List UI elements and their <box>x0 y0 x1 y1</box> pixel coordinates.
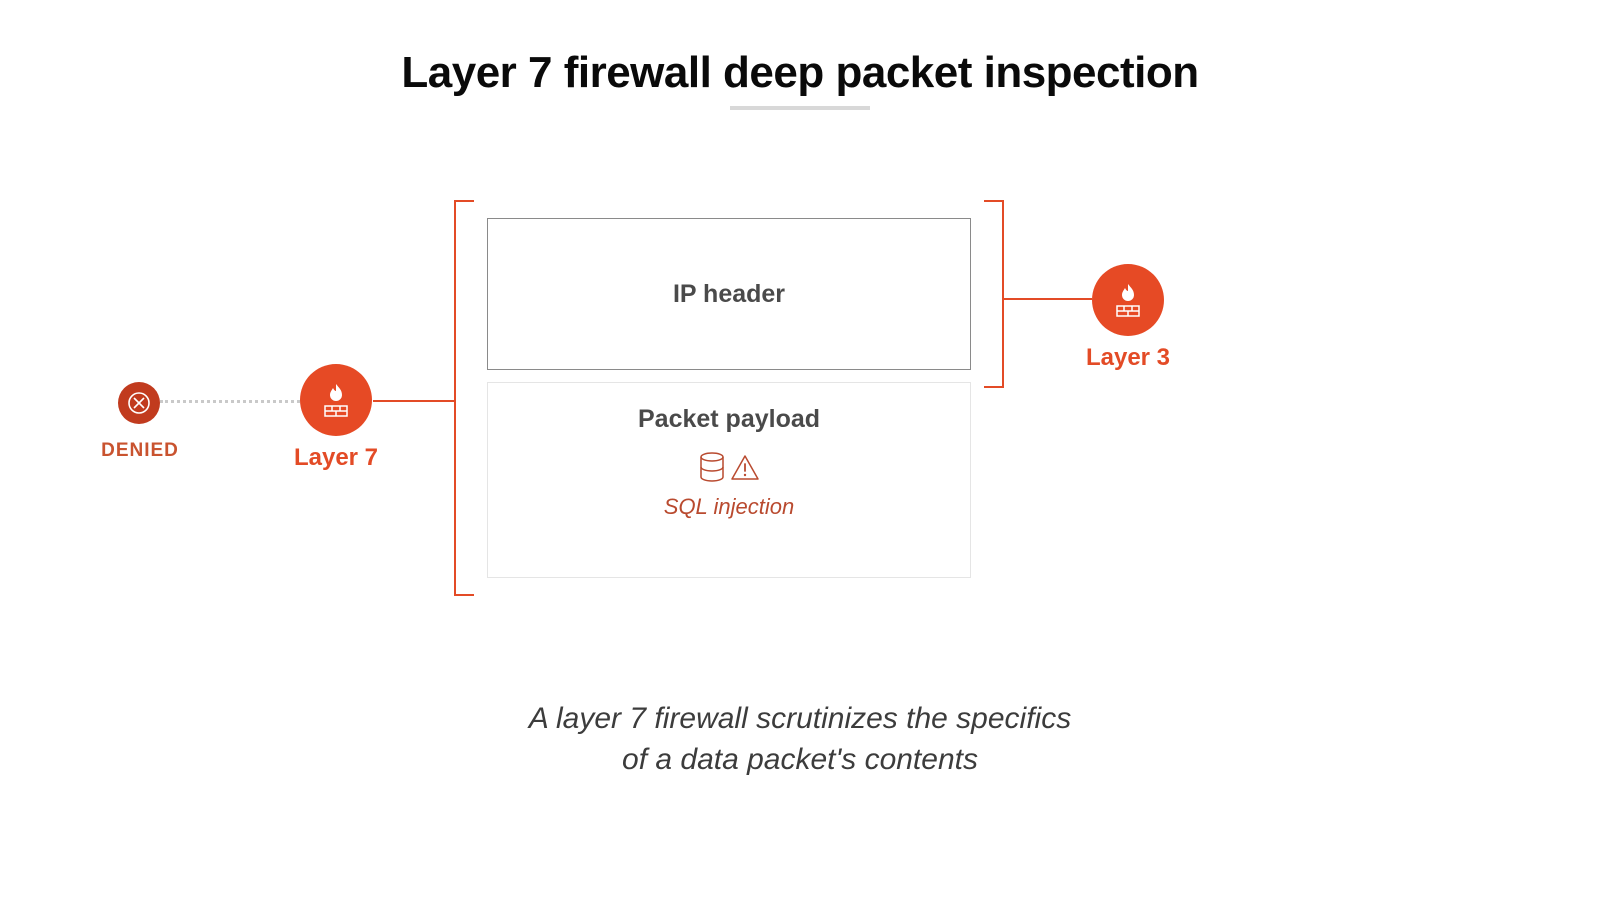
caption-line-1: A layer 7 firewall scrutinizes the speci… <box>0 699 1600 740</box>
ip-header-box: IP header <box>487 218 971 370</box>
denied-label: DENIED <box>90 440 190 462</box>
packet-payload-box: Packet payload SQL injection <box>487 382 971 578</box>
warning-icon <box>730 454 760 482</box>
connector-dotted-denied <box>160 400 300 403</box>
threat-icons <box>698 452 760 484</box>
connector-to-layer3 <box>1004 298 1092 300</box>
layer7-label: Layer 7 <box>282 444 390 472</box>
bracket-layer7 <box>454 200 474 596</box>
database-icon <box>698 452 726 484</box>
caption-line-2: of a data packet's contents <box>0 740 1600 781</box>
layer7-node <box>300 364 372 436</box>
ip-header-label: IP header <box>673 280 785 309</box>
threat-label: SQL injection <box>664 494 794 520</box>
layer3-label: Layer 3 <box>1074 344 1182 372</box>
firewall-icon <box>316 380 356 420</box>
connector-to-layer7 <box>373 400 454 402</box>
bracket-layer3 <box>984 200 1004 388</box>
diagram-caption: A layer 7 firewall scrutinizes the speci… <box>0 699 1600 780</box>
payload-label: Packet payload <box>638 405 820 434</box>
layer3-node <box>1092 264 1164 336</box>
firewall-icon <box>1108 280 1148 320</box>
threat-area: SQL injection <box>664 452 794 520</box>
denied-icon <box>126 390 152 416</box>
denied-node <box>118 382 160 424</box>
